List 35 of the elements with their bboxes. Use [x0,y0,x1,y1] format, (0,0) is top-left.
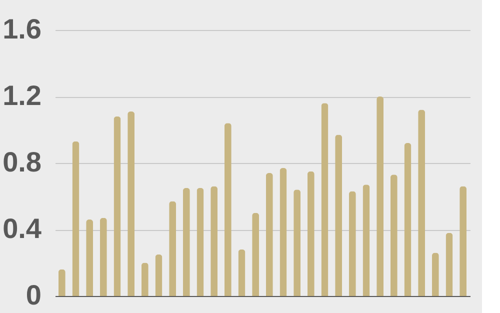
bar [58,269,66,296]
bar [128,111,135,296]
bar [141,262,148,296]
bar [114,116,121,296]
bar [362,184,370,296]
y-tick-label: 1.2 [2,80,42,111]
bar [335,134,342,296]
bar [294,190,301,296]
bar [266,172,273,296]
bar [252,212,260,296]
y-tick-label: 1.6 [2,14,42,44]
bar [280,168,287,296]
bar [86,220,94,296]
bar [182,188,190,296]
bar [224,123,232,296]
bar [169,201,176,296]
bar [418,110,426,296]
bar [72,141,80,296]
bar [238,249,246,296]
bar [404,143,412,296]
bar [376,96,384,296]
bar [446,232,453,296]
bar [432,252,439,296]
bar [321,103,328,296]
bar [100,218,107,296]
y-tick-label: 0.4 [2,213,42,244]
bar [307,171,314,296]
y-tick-label: 0 [26,280,42,310]
bar [460,186,467,296]
bar [210,186,218,296]
bar [196,188,204,296]
y-tick-label: 0.8 [2,146,42,178]
bar [348,191,356,296]
bar [390,174,398,296]
bar [155,254,162,296]
